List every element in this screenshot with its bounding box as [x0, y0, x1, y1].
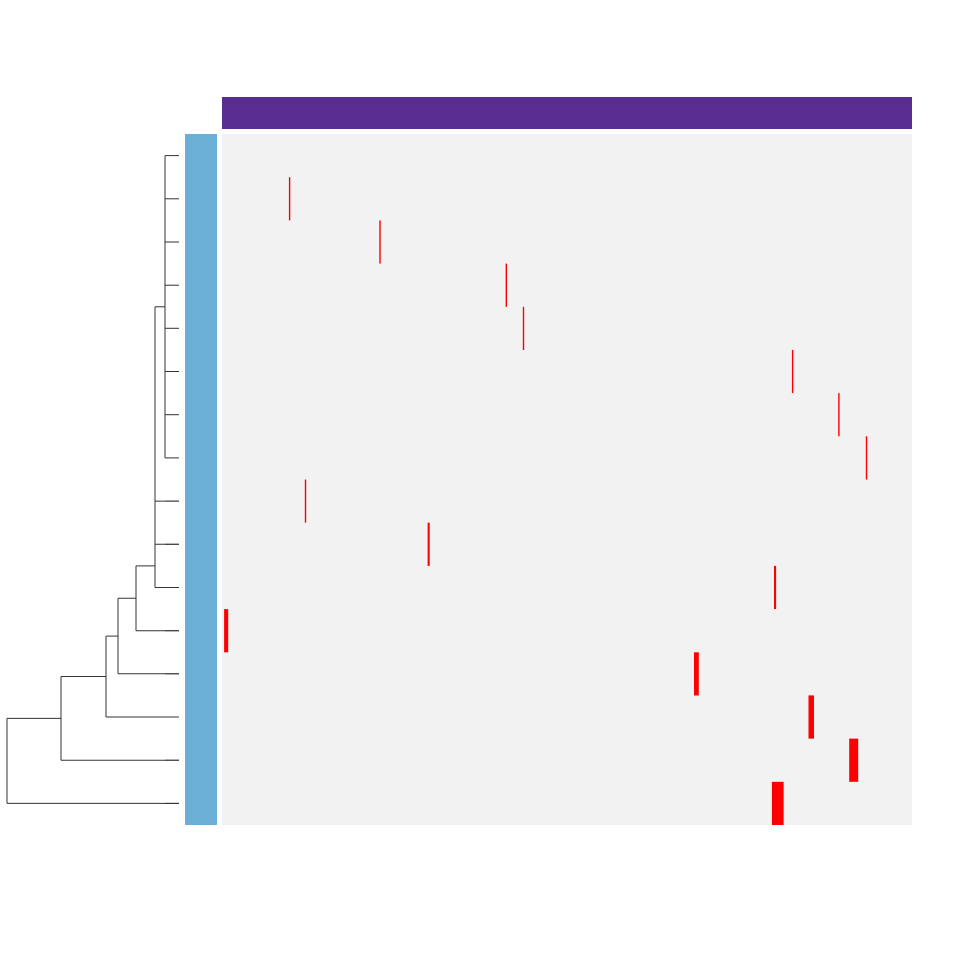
left-annotation-bar	[185, 134, 217, 825]
heatmap-body	[222, 134, 912, 825]
heatmap-highlights	[224, 177, 868, 825]
highlight-cell-13	[849, 738, 859, 782]
highlight-cell-6	[865, 436, 868, 480]
highlight-cell-5	[838, 393, 840, 437]
highlight-cell-2	[505, 263, 507, 307]
row-dendrogram	[6, 155, 179, 804]
highlight-cell-1	[379, 220, 381, 264]
highlight-cell-7	[304, 479, 307, 523]
highlight-cell-12	[808, 695, 814, 739]
highlight-cell-10	[224, 609, 229, 653]
highlight-cell-14	[771, 781, 784, 825]
highlight-cell-8	[427, 522, 430, 566]
highlight-cell-9	[774, 565, 777, 610]
highlight-cell-11	[694, 652, 699, 696]
highlight-cell-3	[522, 306, 525, 350]
top-annotation-bar	[222, 97, 912, 129]
highlight-cell-4	[791, 349, 794, 394]
highlight-cell-0	[288, 177, 291, 221]
